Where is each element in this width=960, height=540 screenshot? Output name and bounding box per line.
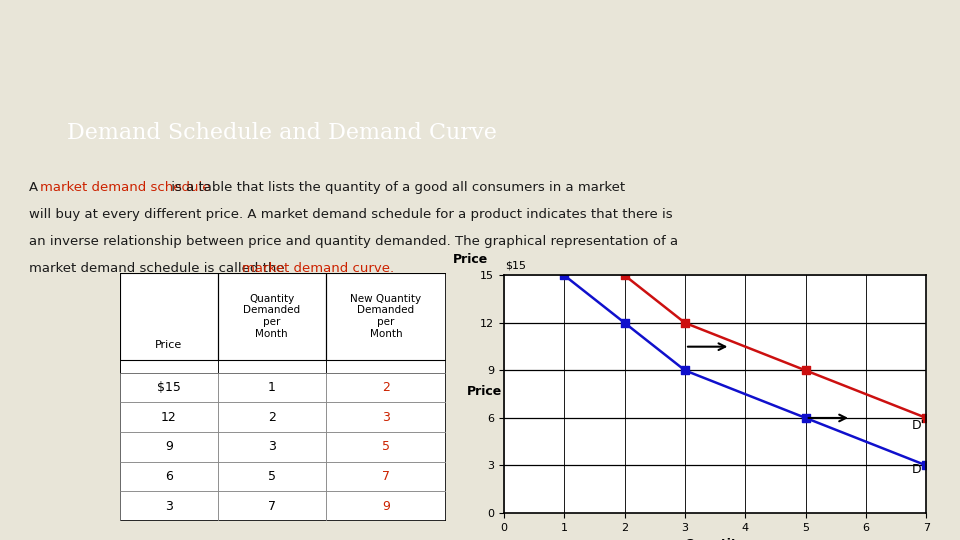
Text: 2: 2 [382,381,390,394]
Text: 6: 6 [165,470,173,483]
Bar [325,462,446,491]
Text: 9: 9 [165,440,173,453]
Bar [325,273,446,360]
Bar [120,273,218,360]
Text: 1: 1 [268,381,276,394]
Point [678,319,693,327]
Point [919,461,934,470]
Text: $15: $15 [157,381,180,394]
Bar [120,360,218,373]
Text: an inverse relationship between price and quantity demanded. The graphical repre: an inverse relationship between price an… [29,235,678,248]
Bar [218,432,325,462]
Bar [218,462,325,491]
Bar [325,491,446,521]
Text: $15: $15 [505,261,526,271]
Point [798,366,813,375]
Text: Quantity
Demanded
per
Month: Quantity Demanded per Month [243,294,300,339]
Bar [120,432,218,462]
X-axis label: Quantity: Quantity [684,538,746,540]
Bar [218,402,325,432]
Text: 7: 7 [268,500,276,513]
Point [798,414,813,422]
Bar [218,273,325,360]
Text: is a table that lists the quantity of a good all consumers in a market: is a table that lists the quantity of a … [167,180,626,193]
Point [557,271,572,280]
Bar [218,360,325,373]
Text: 5: 5 [268,470,276,483]
Text: Price: Price [453,253,489,266]
Point [678,366,693,375]
Text: D: D [911,463,921,476]
Bar [120,402,218,432]
Text: 5: 5 [382,440,390,453]
Text: A: A [29,180,42,193]
Point [617,319,633,327]
Text: 9: 9 [382,500,390,513]
Text: 3: 3 [382,410,390,423]
Text: market demand curve.: market demand curve. [243,262,395,275]
Bar [325,432,446,462]
Text: D': D' [911,419,924,432]
Text: market demand schedule is called the: market demand schedule is called the [29,262,289,275]
Text: 2: 2 [268,410,276,423]
Bar [325,373,446,402]
Text: 7: 7 [382,470,390,483]
Text: market demand schedule: market demand schedule [40,180,211,193]
Bar [218,491,325,521]
Text: 12: 12 [161,410,177,423]
Text: Demand Schedule and Demand Curve: Demand Schedule and Demand Curve [67,122,497,144]
Point [617,271,633,280]
Bar [325,360,446,373]
Text: Price: Price [156,340,182,350]
Bar [218,373,325,402]
Text: New Quantity
Demanded
per
Month: New Quantity Demanded per Month [350,294,421,339]
Bar [120,491,218,521]
Text: Price: Price [468,385,502,398]
Bar [325,402,446,432]
Point [919,414,934,422]
Bar [120,462,218,491]
Text: 3: 3 [268,440,276,453]
Bar [120,373,218,402]
Text: 3: 3 [165,500,173,513]
Text: will buy at every different price. A market demand schedule for a product indica: will buy at every different price. A mar… [29,208,672,221]
